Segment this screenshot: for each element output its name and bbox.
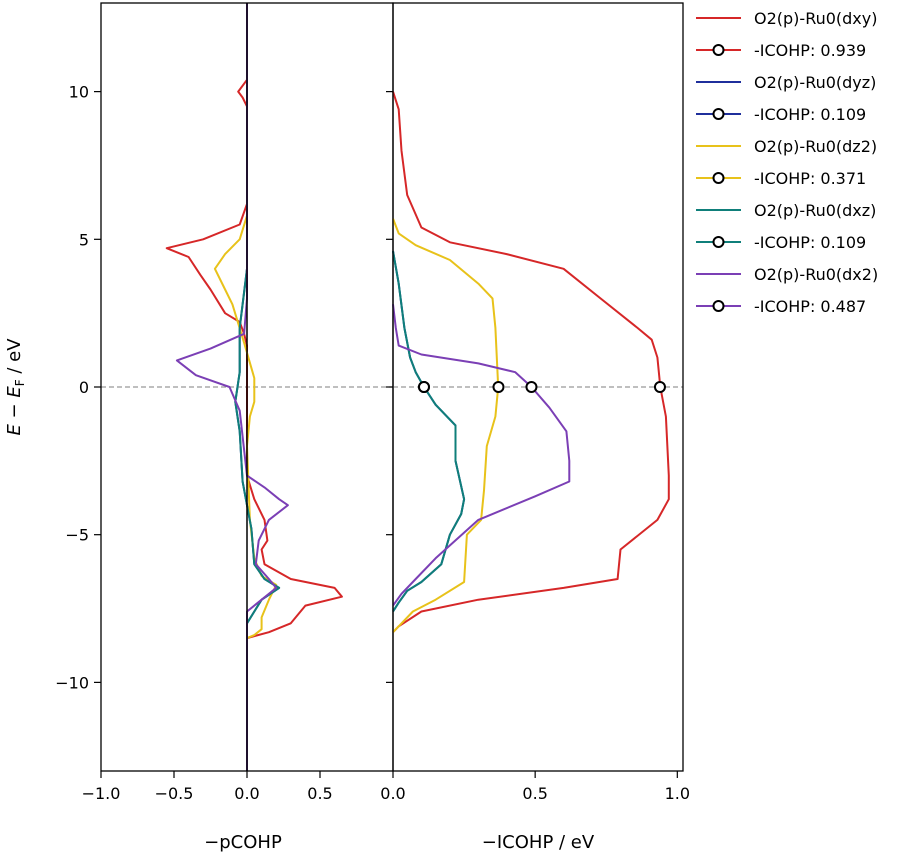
y-axis-label: E − EF / eV [4,338,27,436]
icohp-marker-3 [417,381,430,393]
y-axis-label-unit: / eV [4,338,25,380]
icohp-marker-0 [653,381,666,393]
icohp-panel: 0.0 0.5 1.0 −ICOHP / eV [380,2,690,853]
y-tick-label: 0 [79,378,89,397]
icohp-x-tick-label: 1.0 [665,784,690,803]
icohp-series-3 [392,250,466,613]
y-tick-label: 5 [79,230,89,249]
legend-label-4: O2(p)-Ru0(dz2) [754,137,877,156]
icohp-series-4 [392,304,571,607]
pcohp-series-2 [213,3,278,771]
icohp-series-0 [392,91,670,633]
y-axis-label-sub: F [13,379,27,386]
y-tick-label: −5 [65,526,89,545]
y-axis-label-ef: E [4,386,25,398]
pcohp-series-3 [234,3,281,771]
legend-label-1: -ICOHP: 0.939 [754,41,866,60]
pcohp-x-tick-label: 0.5 [307,784,332,803]
legend-marker-7 [712,236,725,248]
pcohp-panel: −1.0 −0.5 0.0 0.5 −pCOHP 10 5 0 −5 −10 [55,2,394,853]
legend-label-6: O2(p)-Ru0(dxz) [754,201,876,220]
y-axis-label-minus: − [4,398,25,425]
legend-label-9: -ICOHP: 0.487 [754,297,866,316]
y-tick-label: −10 [55,673,89,692]
icohp-marker-4 [525,381,538,393]
pcohp-x-tick-label: 0.0 [234,784,259,803]
legend: O2(p)-Ru0(dxy) -ICOHP: 0.939 O2(p)-Ru0(dyz… [696,9,878,316]
pcohp-x-tick-label: −0.5 [155,784,194,803]
legend-label-2: O2(p)-Ru0(dyz) [754,73,876,92]
icohp-series-1 [392,250,466,613]
y-tick-label: 10 [69,83,89,102]
icohp-x-axis-label: −ICOHP / eV [482,832,595,853]
icohp-x-tick-label: 0.5 [522,784,547,803]
legend-marker-1 [712,44,725,56]
y-axis-label-e: E [4,424,25,436]
legend-label-7: -ICOHP: 0.109 [754,233,866,252]
pcohp-x-tick-label: −1.0 [82,784,121,803]
pcohp-series-4 [175,3,289,771]
legend-marker-9 [712,300,725,312]
legend-label-3: -ICOHP: 0.109 [754,105,866,124]
legend-label-0: O2(p)-Ru0(dxy) [754,9,877,28]
icohp-marker-2 [492,381,505,393]
legend-label-8: O2(p)-Ru0(dx2) [754,265,878,284]
legend-marker-3 [712,108,725,120]
legend-label-5: -ICOHP: 0.371 [754,169,866,188]
icohp-x-tick-label: 0.0 [380,784,405,803]
icohp-series-2 [392,218,500,633]
legend-marker-5 [712,172,725,184]
pcohp-x-axis-label: −pCOHP [204,832,282,853]
